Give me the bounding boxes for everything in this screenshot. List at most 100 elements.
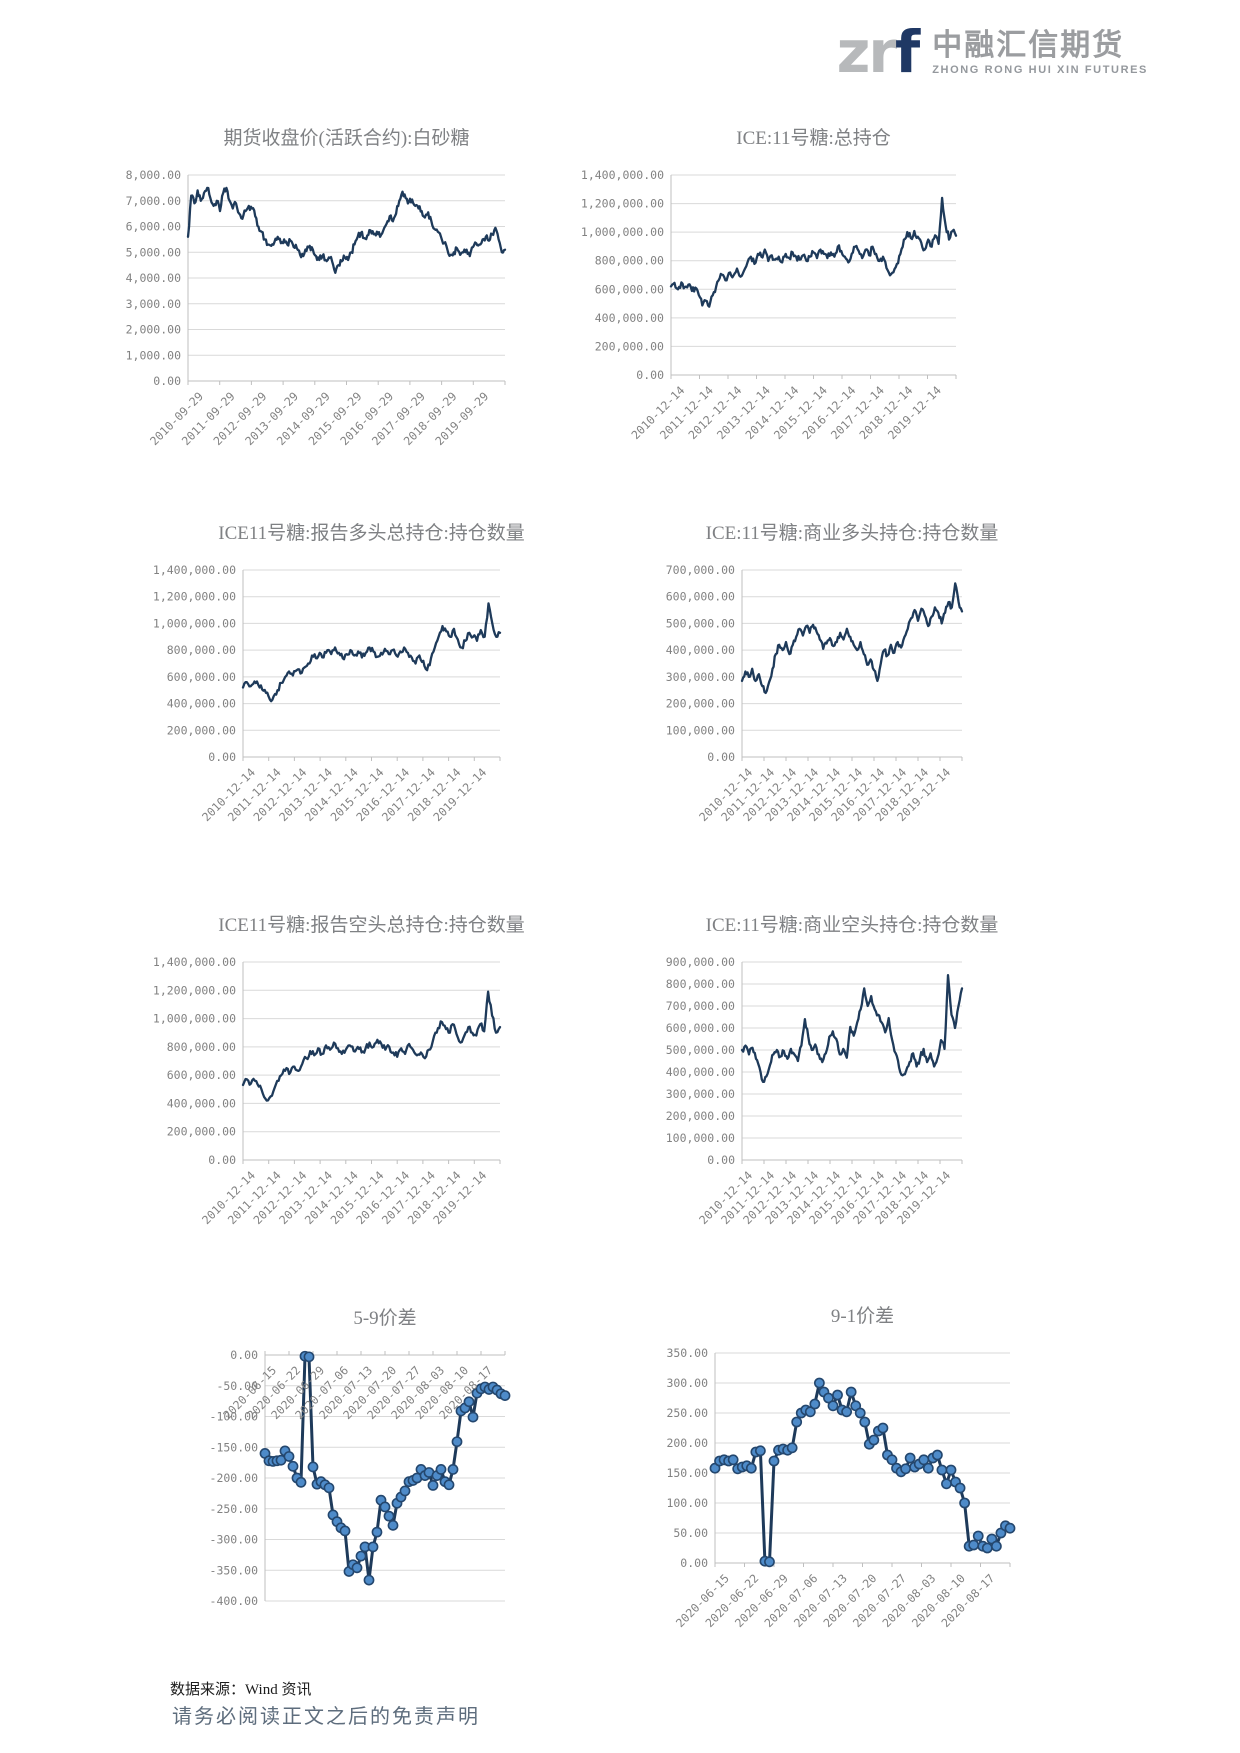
logo-zr-text: zr	[836, 18, 897, 86]
svg-text:3,000.00: 3,000.00	[126, 297, 181, 311]
svg-text:1,000.00: 1,000.00	[126, 348, 181, 362]
svg-text:0.00: 0.00	[636, 368, 664, 382]
svg-text:800,000.00: 800,000.00	[666, 977, 735, 991]
svg-text:300,000.00: 300,000.00	[666, 1087, 735, 1101]
chart-title: 5-9价差	[353, 1308, 417, 1329]
svg-text:0.00: 0.00	[707, 1153, 735, 1167]
svg-text:8,000.00: 8,000.00	[126, 168, 181, 182]
svg-text:0.00: 0.00	[208, 750, 236, 764]
svg-text:600,000.00: 600,000.00	[167, 670, 236, 684]
line-chart-canvas: 0.00 200,000.00 400,000.00 600,000.00 800,00…	[569, 165, 968, 463]
chart-canvas-svg: 0.00 1,000.00 2,000.00 3,000.00 4,000.00 5,00…	[126, 168, 507, 448]
svg-text:4,000.00: 4,000.00	[126, 271, 181, 285]
svg-text:700,000.00: 700,000.00	[666, 563, 735, 577]
chart-canvas-svg: 0.00 100,000.00 200,000.00 300,000.00 400,00…	[666, 563, 964, 824]
svg-text:250.00: 250.00	[666, 1406, 708, 1420]
line-chart-canvas: 0.00 100,000.00 200,000.00 300,000.00 400,00…	[648, 560, 974, 845]
svg-text:350.00: 350.00	[666, 1346, 708, 1360]
svg-text:-400.00: -400.00	[210, 1594, 259, 1608]
chart-title: ICE:11号糖:总持仓	[736, 128, 891, 149]
svg-text:7,000.00: 7,000.00	[126, 194, 181, 208]
svg-text:0.00: 0.00	[153, 374, 181, 388]
svg-text:50.00: 50.00	[673, 1526, 708, 1540]
svg-text:200,000.00: 200,000.00	[167, 1125, 236, 1139]
svg-text:300,000.00: 300,000.00	[666, 670, 735, 684]
svg-text:200,000.00: 200,000.00	[595, 339, 664, 353]
svg-text:5,000.00: 5,000.00	[126, 245, 181, 259]
svg-text:1,200,000.00: 1,200,000.00	[153, 590, 236, 604]
svg-text:-200.00: -200.00	[210, 1471, 259, 1485]
svg-text:6,000.00: 6,000.00	[126, 220, 181, 234]
svg-text:1,000,000.00: 1,000,000.00	[153, 1012, 236, 1026]
svg-text:100,000.00: 100,000.00	[666, 1131, 735, 1145]
svg-text:800,000.00: 800,000.00	[595, 254, 664, 268]
svg-text:1,000,000.00: 1,000,000.00	[153, 616, 236, 630]
chart-title: ICE:11号糖:商业空头持仓:持仓数量	[705, 915, 999, 936]
svg-text:400,000.00: 400,000.00	[167, 1096, 236, 1110]
svg-text:-300.00: -300.00	[210, 1533, 259, 1547]
svg-text:100,000.00: 100,000.00	[666, 723, 735, 737]
chart-canvas-svg: 0.00 200,000.00 400,000.00 600,000.00 800,00…	[581, 168, 958, 442]
chart-title: ICE11号糖:报告多头总持仓:持仓数量	[218, 523, 525, 544]
svg-text:700,000.00: 700,000.00	[666, 999, 735, 1013]
svg-text:2,000.00: 2,000.00	[126, 323, 181, 337]
svg-text:1,200,000.00: 1,200,000.00	[153, 983, 236, 997]
company-name-cn: 中融汇信期货	[932, 29, 1125, 63]
svg-text:150.00: 150.00	[666, 1466, 708, 1480]
svg-text:1,400,000.00: 1,400,000.00	[153, 955, 236, 969]
chart-canvas-svg: 0.00 50.00 100.00 150.00 200.00 250.00 300.00 3…	[666, 1346, 1016, 1630]
svg-text:200,000.00: 200,000.00	[666, 697, 735, 711]
line-chart-canvas: -400.00 -350.00 -300.00 -250.00 -200.00 -150.…	[201, 1345, 517, 1615]
svg-text:500,000.00: 500,000.00	[666, 1043, 735, 1057]
svg-text:0.00: 0.00	[230, 1348, 258, 1362]
svg-text:600,000.00: 600,000.00	[167, 1068, 236, 1082]
svg-text:800,000.00: 800,000.00	[167, 1040, 236, 1054]
svg-text:0.00: 0.00	[680, 1556, 708, 1570]
svg-text:-150.00: -150.00	[210, 1440, 259, 1454]
company-logo: zrf 中融汇信期货 ZHONG RONG HUI XIN FUTURES	[837, 23, 1148, 81]
svg-text:100.00: 100.00	[666, 1496, 708, 1510]
svg-text:400,000.00: 400,000.00	[666, 1065, 735, 1079]
chart-title: 期货收盘价(活跃合约):白砂糖	[223, 128, 470, 149]
svg-text:200,000.00: 200,000.00	[167, 723, 236, 737]
svg-text:-50.00: -50.00	[216, 1379, 258, 1393]
svg-text:800,000.00: 800,000.00	[167, 643, 236, 657]
svg-text:400,000.00: 400,000.00	[666, 643, 735, 657]
data-source-note: 数据来源：Wind 资讯	[170, 1682, 312, 1698]
chart-canvas-svg: 0.00 200,000.00 400,000.00 600,000.00 800,00…	[153, 563, 502, 824]
svg-text:400,000.00: 400,000.00	[167, 697, 236, 711]
svg-text:900,000.00: 900,000.00	[666, 955, 735, 969]
svg-text:1,400,000.00: 1,400,000.00	[581, 168, 664, 182]
chart-title: ICE11号糖:报告空头总持仓:持仓数量	[218, 915, 525, 936]
svg-text:600,000.00: 600,000.00	[666, 590, 735, 604]
logo-zrf-mark: zrf	[837, 23, 921, 81]
chart-canvas-svg: 0.00 100,000.00 200,000.00 300,000.00 400,00…	[666, 955, 964, 1227]
svg-text:-100.00: -100.00	[210, 1410, 259, 1424]
chart-canvas-svg: -400.00 -350.00 -300.00 -250.00 -200.00 -150.…	[210, 1348, 511, 1608]
svg-text:-250.00: -250.00	[210, 1502, 259, 1516]
svg-text:-350.00: -350.00	[210, 1563, 259, 1577]
company-name-en: ZHONG RONG HUI XIN FUTURES	[932, 64, 1148, 77]
logo-f-text: f	[894, 18, 920, 86]
svg-text:500,000.00: 500,000.00	[666, 616, 735, 630]
line-chart-canvas: 0.00 200,000.00 400,000.00 600,000.00 800,00…	[139, 560, 512, 845]
svg-text:600,000.00: 600,000.00	[595, 282, 664, 296]
chart-title: 9-1价差	[830, 1306, 895, 1327]
svg-text:0.00: 0.00	[208, 1153, 236, 1167]
svg-text:1,200,000.00: 1,200,000.00	[581, 197, 664, 211]
svg-text:600,000.00: 600,000.00	[666, 1021, 735, 1035]
svg-text:400,000.00: 400,000.00	[595, 311, 664, 325]
svg-text:200.00: 200.00	[666, 1436, 708, 1450]
line-chart-canvas: 0.00 200,000.00 400,000.00 600,000.00 800,00…	[139, 952, 512, 1248]
logo-names: 中融汇信期货 ZHONG RONG HUI XIN FUTURES	[932, 29, 1148, 78]
line-chart-canvas: 0.00 100,000.00 200,000.00 300,000.00 400,00…	[648, 952, 974, 1248]
chart-title: ICE:11号糖:商业多头持仓:持仓数量	[705, 523, 999, 544]
svg-text:1,400,000.00: 1,400,000.00	[153, 563, 236, 577]
chart-canvas-svg: 0.00 200,000.00 400,000.00 600,000.00 800,00…	[153, 955, 502, 1227]
line-chart-canvas: 0.00 50.00 100.00 150.00 200.00 250.00 300.00 3…	[657, 1343, 1022, 1651]
svg-text:200,000.00: 200,000.00	[666, 1109, 735, 1123]
svg-text:0.00: 0.00	[707, 750, 735, 764]
line-chart-canvas: 0.00 1,000.00 2,000.00 3,000.00 4,000.00 5,00…	[110, 165, 517, 469]
svg-text:300.00: 300.00	[666, 1376, 708, 1390]
